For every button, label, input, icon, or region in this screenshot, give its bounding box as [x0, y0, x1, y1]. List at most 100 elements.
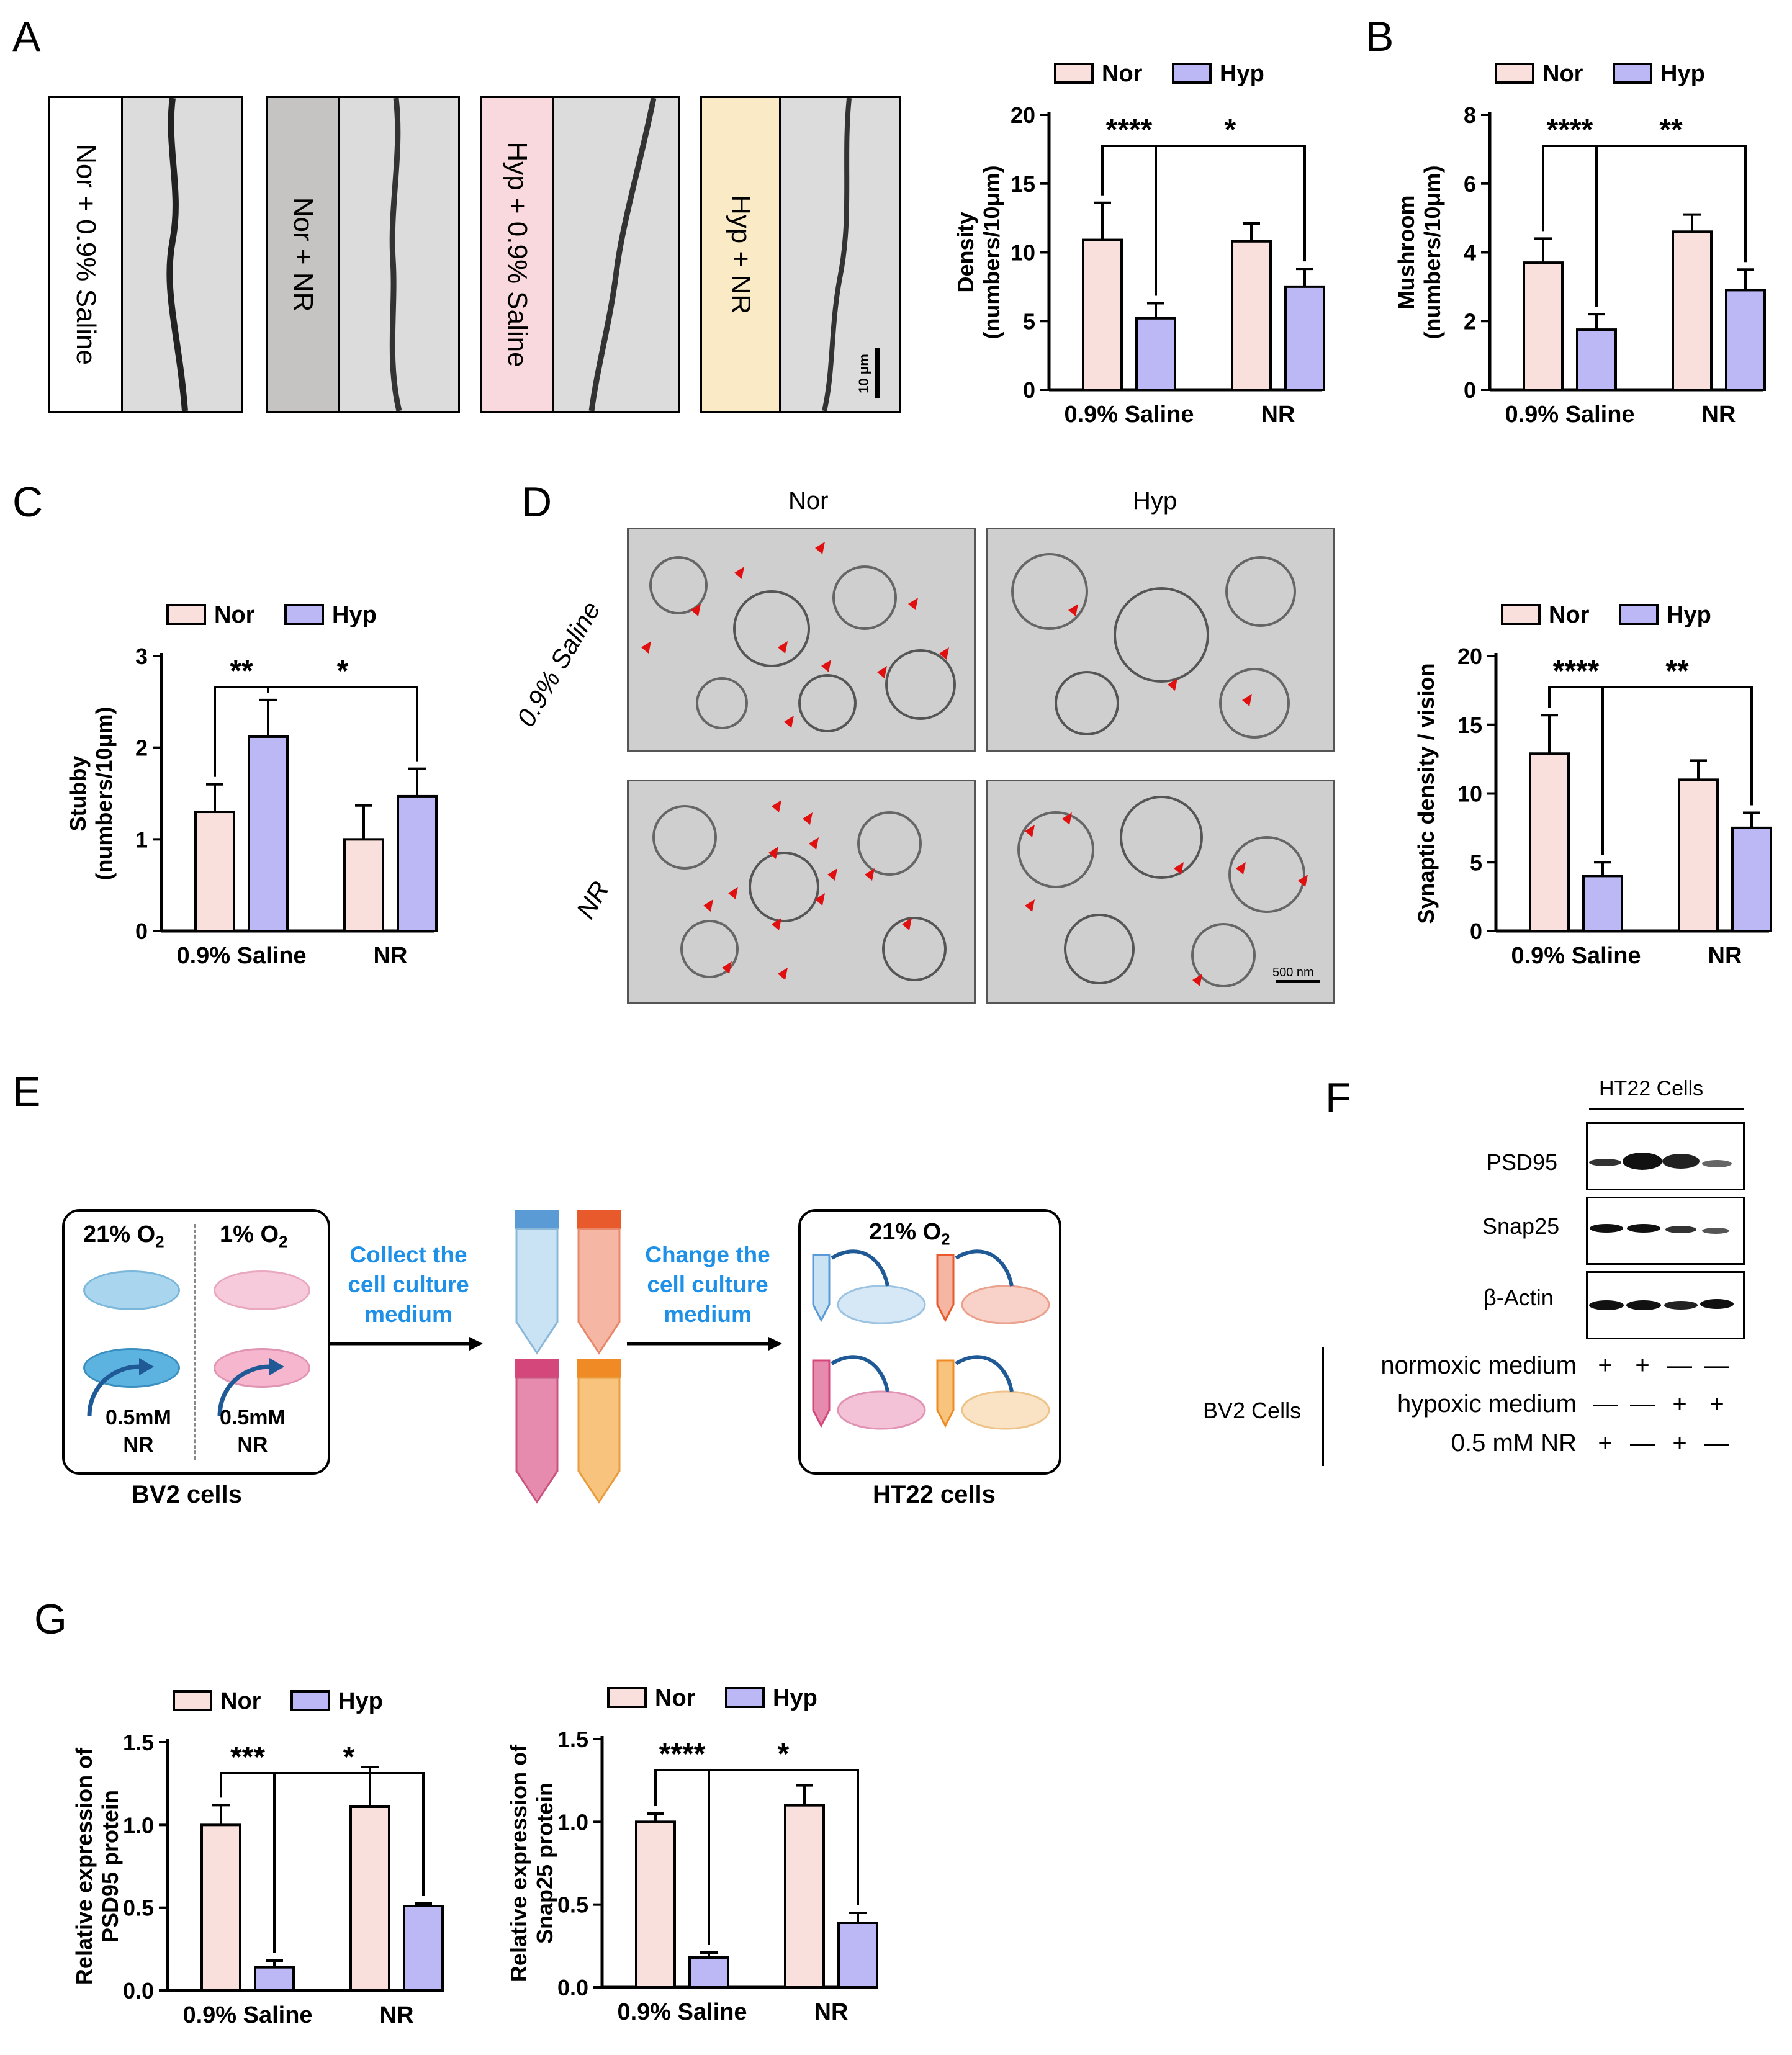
significance-label: **	[1659, 114, 1683, 146]
x-category-label: 0.9% Saline	[1064, 402, 1194, 428]
y-axis-label-line: Snap25 protein	[532, 1783, 557, 1944]
y-tick-label: 0.0	[557, 1975, 588, 2000]
scale-bar-label: 10 μm	[856, 354, 871, 393]
bar-nor	[1672, 230, 1713, 391]
dendrite-image-hyp-saline	[552, 96, 680, 413]
y-tick-label: 5	[1470, 850, 1482, 875]
bar-nor	[1523, 261, 1564, 391]
dendrite-image-hyp-nr	[779, 96, 901, 413]
y-axis-label-line: Mushroom	[1394, 196, 1419, 310]
y-tick-label: 20	[1457, 644, 1482, 669]
blot-header: HT22 Cells	[1599, 1077, 1704, 1100]
sign: +	[1709, 1390, 1724, 1418]
significance-label: *	[337, 655, 349, 688]
bar-nor	[784, 1804, 825, 1989]
sign: —	[1704, 1352, 1729, 1379]
bar-hyp	[397, 794, 438, 932]
legend-swatch-nor	[1501, 604, 1541, 625]
significance-label: ****	[1547, 114, 1593, 146]
y-axis-label-line: Relative expression of	[71, 1747, 97, 1985]
o2-label-ht22: 21% O2	[869, 1219, 950, 1249]
y-axis-label-line: Stubby	[65, 756, 91, 832]
bar-hyp	[1576, 328, 1617, 391]
em-image-hyp-nr	[986, 780, 1335, 1004]
panel-label-a: A	[12, 13, 41, 60]
significance-label: *	[1225, 114, 1236, 146]
chart-density: 0 5 10 15 20 Density(numbers/10μm) 0.9% Saline…	[953, 62, 1325, 428]
o2-label-1: 1% O2	[220, 1221, 288, 1251]
significance-label: **	[1665, 655, 1689, 688]
x-category-label: NR	[814, 1999, 849, 2025]
nr-dose-right: 0.5mM NR	[220, 1406, 286, 1457]
legend-swatch-nor	[1054, 63, 1094, 84]
sign: +	[1672, 1390, 1687, 1418]
bar-hyp	[248, 735, 289, 933]
y-tick-label: 1.5	[557, 1727, 588, 1752]
y-tick-label: 3	[135, 644, 148, 669]
x-category-label: 0.9% Saline	[1511, 943, 1641, 969]
sign: —	[1630, 1390, 1655, 1418]
x-category-label: 0.9% Saline	[176, 943, 306, 969]
y-tick-label: 1.0	[557, 1809, 588, 1835]
y-tick-label: 15	[1011, 171, 1035, 197]
medium-tubes	[515, 1210, 621, 1504]
bar-hyp	[1725, 289, 1766, 391]
chart-synaptic-density: 0 5 10 15 20 Synaptic density / vision 0.9% Sa…	[1413, 602, 1772, 969]
bar-nor	[349, 1805, 390, 1992]
bar-hyp	[1135, 317, 1176, 392]
nr-dose-left: 0.5mM NR	[106, 1406, 171, 1457]
y-tick-label: 1.0	[123, 1812, 154, 1838]
condition-name-nr: 0.5 mM NR	[1451, 1429, 1577, 1457]
dish-normoxic	[83, 1270, 180, 1310]
significance-bracket	[273, 1772, 425, 1953]
step-change-medium: Change the cell culture medium	[645, 1242, 770, 1327]
bar-nor	[1678, 778, 1719, 932]
bar-hyp	[837, 1922, 878, 1989]
dendrite-image-nor-saline	[121, 96, 243, 413]
panel-label-g: G	[34, 1596, 67, 1643]
legend-swatch-hyp	[1619, 604, 1659, 625]
legend-label: Hyp	[338, 1688, 383, 1714]
x-category-label: NR	[1261, 402, 1295, 428]
panel-label-c: C	[12, 479, 43, 526]
y-tick-label: 6	[1464, 171, 1476, 197]
sign: —	[1593, 1390, 1618, 1418]
y-axis-label: Stubby(numbers/10μm)	[65, 706, 117, 880]
micro-label-hyp-saline: Hyp + 0.9% Saline	[480, 96, 554, 413]
em-image-nor-nr	[627, 780, 976, 1004]
blot-row-label-actin: β-Actin	[1484, 1285, 1554, 1310]
legend-swatch-hyp	[290, 1690, 330, 1711]
x-category-label: NR	[1702, 402, 1736, 428]
panel-label-b: B	[1366, 13, 1394, 60]
x-category-label: 0.9% Saline	[617, 1999, 747, 2025]
significance-label: ***	[230, 1741, 265, 1774]
y-tick-label: 0.0	[123, 1978, 154, 2003]
sign: —	[1667, 1352, 1692, 1379]
legend-label: Hyp	[773, 1685, 817, 1711]
significance-label: **	[230, 655, 253, 688]
legend-swatch-nor	[607, 1687, 647, 1708]
blot-row-label-psd95: PSD95	[1487, 1149, 1558, 1175]
bar-hyp	[403, 1905, 444, 1992]
significance-label: *	[778, 1738, 790, 1771]
sign: +	[1672, 1429, 1687, 1457]
y-axis-label: Mushroom(numbers/10μm)	[1394, 165, 1445, 339]
y-axis-label: Synaptic density / vision	[1413, 663, 1439, 924]
y-axis-label-line: Relative expression of	[506, 1744, 531, 1982]
condition-name-hypoxic: hypoxic medium	[1397, 1390, 1577, 1418]
y-tick-label: 5	[1023, 308, 1035, 334]
legend-label: Hyp	[1667, 602, 1711, 628]
y-tick-label: 20	[1011, 102, 1035, 128]
panel-label-e: E	[12, 1068, 41, 1115]
panel-label-f: F	[1325, 1074, 1351, 1122]
x-category-label: NR	[380, 2002, 414, 2028]
legend-label: Nor	[655, 1685, 696, 1711]
x-category-label: 0.9% Saline	[1505, 402, 1634, 428]
bv2-culture-box: 21% O2 1% O2 0.5mM NR 0.5mM NR	[62, 1209, 330, 1475]
em-col-title-hyp: Hyp	[1133, 487, 1177, 515]
y-axis-label: Density(numbers/10μm)	[953, 165, 1004, 339]
y-tick-label: 10	[1011, 240, 1035, 266]
significance-label: *	[343, 1741, 355, 1774]
